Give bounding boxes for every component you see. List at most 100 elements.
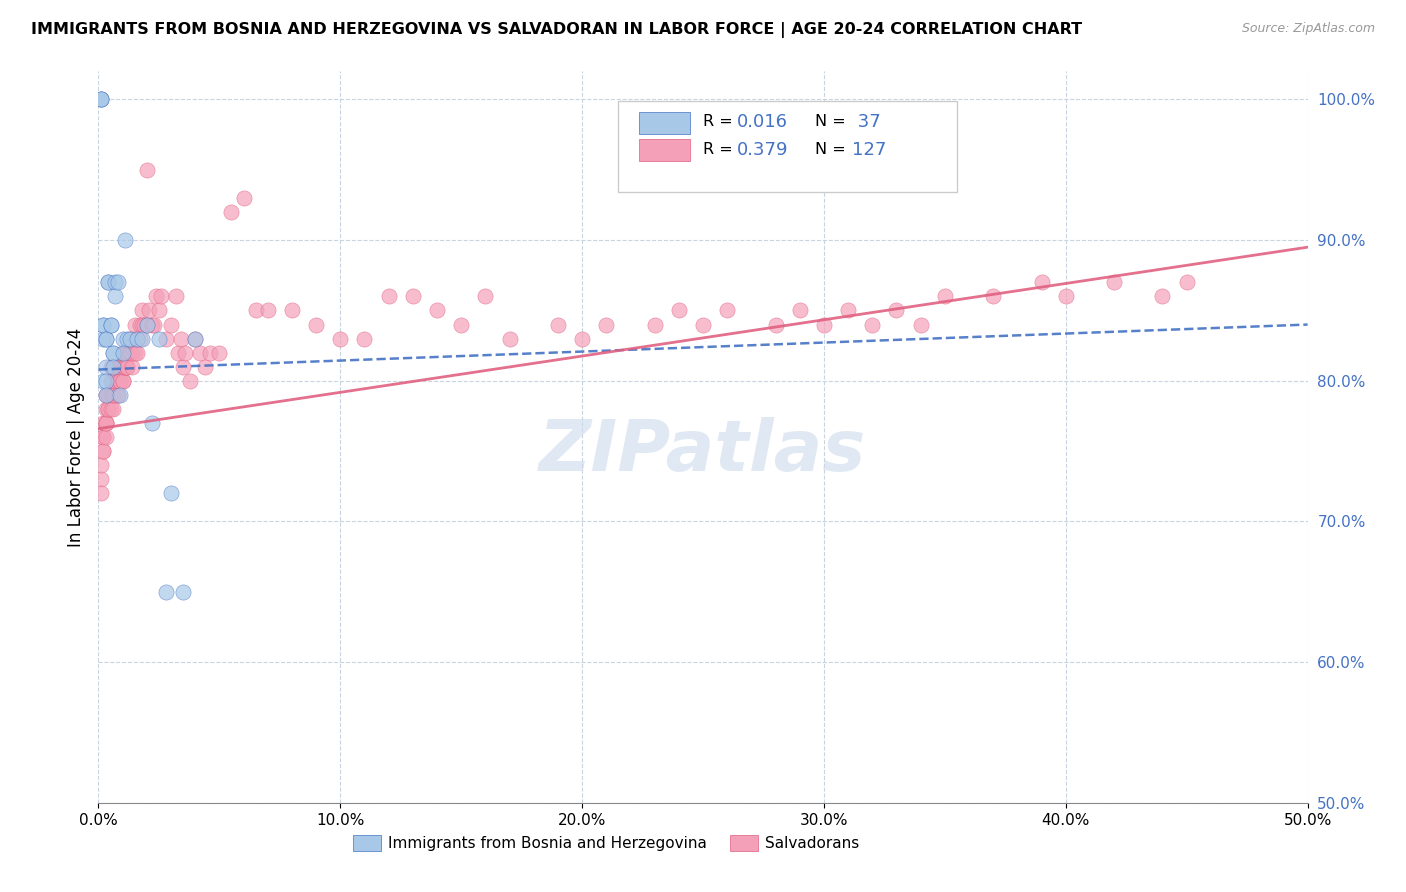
Point [765,318,787,332]
Point [377,289,399,303]
Point [91,318,114,332]
Point [135,162,157,177]
Point [174,345,197,359]
Point [256,303,278,318]
Point [94,332,117,346]
Point [104,388,127,402]
Point [474,289,496,303]
Point [111,374,134,388]
Point [104,276,127,290]
Point [426,303,449,318]
Point [111,359,134,374]
Point [94,430,117,444]
Point [101,359,124,374]
Point [107,388,129,402]
Point [101,374,124,388]
FancyBboxPatch shape [638,112,690,134]
Point [91,374,114,388]
Point [111,359,134,374]
Point [141,416,163,430]
Point [107,276,129,290]
Point [114,345,136,359]
Point [198,345,221,359]
Point [121,359,143,374]
Point [148,303,170,318]
Point [547,318,569,332]
Text: 0.016: 0.016 [737,112,787,131]
Point [90,93,112,107]
Point [1054,289,1077,303]
Point [131,318,153,332]
Point [1031,276,1053,290]
Point [208,345,231,359]
Point [90,93,112,107]
Point [107,359,129,374]
Point [135,318,157,332]
Point [221,205,243,219]
Point [141,318,163,332]
FancyBboxPatch shape [638,139,690,161]
Point [353,332,375,346]
Point [127,345,149,359]
Point [91,430,114,444]
Point [145,289,167,303]
Point [100,401,122,416]
Point [90,472,112,486]
Point [692,318,714,332]
Point [138,303,160,318]
Point [128,318,150,332]
Point [107,388,129,402]
Point [94,388,117,402]
Point [101,345,124,359]
Point [101,345,124,359]
Point [118,345,141,359]
Point [108,359,131,374]
Point [329,332,352,346]
Point [118,332,141,346]
Point [305,318,328,332]
Point [91,332,114,346]
Point [97,388,120,402]
Point [172,359,194,374]
Point [860,318,883,332]
Point [716,303,738,318]
Point [108,359,131,374]
Point [100,359,122,374]
Point [172,584,194,599]
Point [150,289,173,303]
Point [117,332,139,346]
Point [108,388,131,402]
FancyBboxPatch shape [619,101,957,192]
Point [111,374,134,388]
Point [91,430,114,444]
Point [94,388,117,402]
Point [100,374,122,388]
Point [245,303,267,318]
Point [91,416,114,430]
Point [135,318,157,332]
Point [124,332,146,346]
Point [94,416,117,430]
Point [111,345,134,359]
Point [94,416,117,430]
Point [94,401,117,416]
Point [114,345,136,359]
Point [1102,276,1125,290]
Text: R =: R = [703,114,738,129]
Point [131,303,153,318]
Point [91,444,114,458]
Point [97,276,120,290]
Point [117,345,139,359]
Point [108,374,131,388]
Point [94,374,117,388]
Point [100,374,122,388]
Text: N =: N = [815,142,851,157]
Point [910,318,932,332]
Y-axis label: In Labor Force | Age 20-24: In Labor Force | Age 20-24 [66,327,84,547]
Point [117,359,139,374]
Text: 127: 127 [852,141,886,159]
Point [104,359,127,374]
Point [155,332,177,346]
Text: R =: R = [703,142,738,157]
Point [194,359,217,374]
